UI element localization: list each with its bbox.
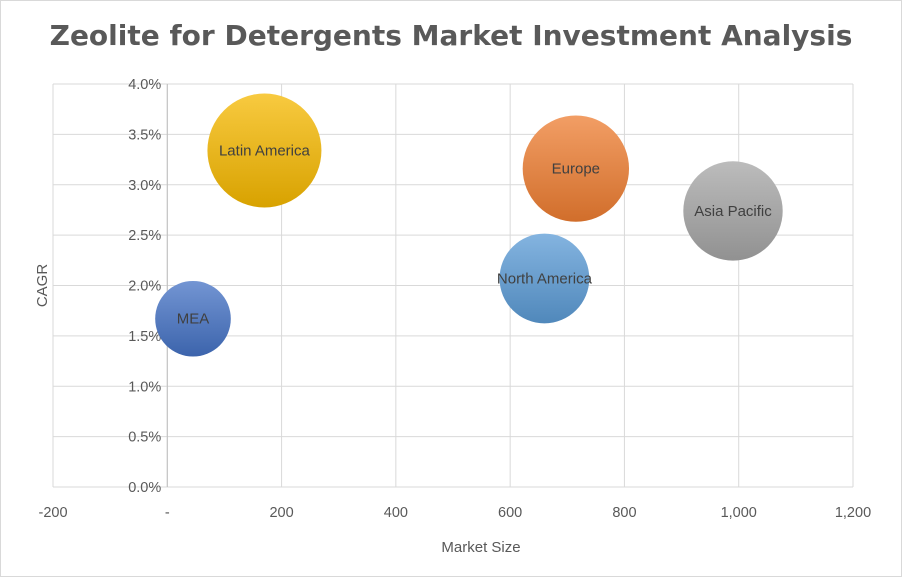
chart-title: Zeolite for Detergents Market Investment… <box>49 19 853 52</box>
y-tick-label: 3.5% <box>128 127 161 143</box>
bubble-north-america <box>499 233 590 324</box>
x-axis-title: Market Size <box>441 539 520 556</box>
x-tick-label: - <box>165 505 170 521</box>
x-tick-label: 1,000 <box>721 505 757 521</box>
gridlines <box>52 83 854 488</box>
x-tick-label: 400 <box>384 505 408 521</box>
bubble-label: North America <box>497 270 593 287</box>
y-tick-label: 0.5% <box>128 430 161 446</box>
bubble-mea <box>155 280 231 357</box>
x-tick-label: 1,200 <box>835 505 871 521</box>
bubbles: Latin America Europe Asia Pacific North Ame… <box>155 93 783 357</box>
bubble-label: MEA <box>177 311 210 328</box>
y-tick-label: 1.5% <box>128 329 161 345</box>
bubble-latin-america <box>207 93 322 208</box>
x-axis-ticks: -200-200 400 600 800 1,000 1,200 <box>38 505 871 521</box>
bubble-asia-pacific <box>683 161 783 261</box>
y-tick-label: 4.0% <box>128 77 161 93</box>
x-tick-label: -200 <box>38 505 67 521</box>
y-tick-label: 0.0% <box>128 480 161 496</box>
y-tick-label: 2.0% <box>128 279 161 295</box>
bubble-label: Latin America <box>219 142 311 159</box>
bubble-europe <box>522 115 630 222</box>
y-tick-label: 3.0% <box>128 178 161 194</box>
y-tick-label: 2.5% <box>128 228 161 244</box>
y-tick-label: 1.0% <box>128 379 161 395</box>
x-tick-label: 200 <box>269 505 293 521</box>
x-tick-label: 600 <box>498 505 522 521</box>
x-tick-label: 800 <box>612 505 636 521</box>
bubble-label: Asia Pacific <box>694 203 772 220</box>
y-axis-title: CAGR <box>34 264 51 308</box>
bubble-label: Europe <box>552 161 600 178</box>
y-axis-ticks: 0.0% 0.5% 1.0% 1.5% 2.0% 2.5% 3.0% 3.5% 4.0% <box>128 77 161 496</box>
